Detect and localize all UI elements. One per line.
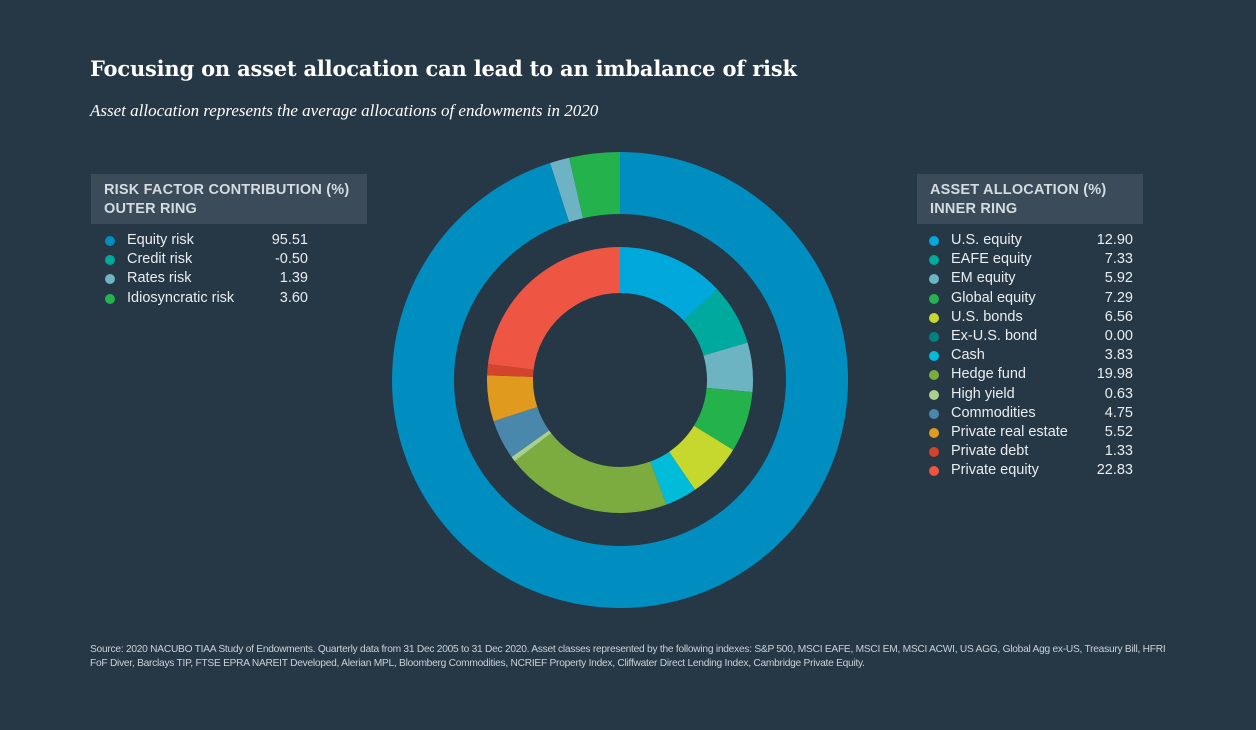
outer-ring-legend-item-equity-risk: Equity risk 95.51: [105, 231, 308, 250]
outer-ring-slice-equity-risk: [392, 152, 849, 608]
inner-ring-legend-item-eafe-equity: EAFE equity 7.33: [929, 250, 1133, 269]
legend-swatch: [929, 389, 939, 400]
inner-ring-legend-item-hedge-fund: Hedge fund 19.98: [929, 365, 1133, 384]
inner-ring-slice-private-equity: [487, 247, 620, 370]
legend-swatch: [929, 466, 939, 477]
donut-chart: [392, 152, 849, 608]
legend-value: 7.29: [1104, 289, 1133, 306]
legend-label: EAFE equity: [951, 251, 1032, 268]
legend-value: -0.50: [274, 251, 308, 268]
legend-swatch: [929, 274, 939, 285]
legend-value: 12.90: [1096, 232, 1133, 248]
legend-value: 0.00: [1104, 327, 1133, 344]
legend-swatch: [929, 408, 939, 419]
inner-ring-legend-item-private-real-estate: Private real estate 5.52: [929, 423, 1133, 442]
legend-label: Private equity: [951, 462, 1039, 479]
outer-ring-slice-rates-risk: [550, 157, 583, 223]
legend-label: Cash: [951, 347, 985, 364]
legend-label: EM equity: [951, 270, 1016, 287]
inner-ring-slice-eafe-equity: [683, 289, 748, 356]
chart-title: Focusing on asset allocation can lead to…: [90, 56, 797, 81]
legend-swatch: [105, 274, 115, 285]
inner-ring-slice-u-s-bonds: [669, 425, 734, 490]
inner-ring-legend-heading-line2: INNER RING: [930, 201, 1018, 217]
legend-label: Equity risk: [127, 232, 194, 248]
outer-ring-legend-heading-line2: OUTER RING: [104, 201, 198, 217]
legend-value: 0.63: [1104, 385, 1133, 402]
legend-label: Global equity: [951, 289, 1036, 306]
legend-swatch: [929, 427, 939, 438]
legend-swatch: [105, 293, 115, 304]
legend-swatch: [929, 293, 939, 304]
legend-label: Private real estate: [951, 423, 1068, 440]
legend-swatch: [105, 255, 115, 266]
inner-ring-legend-item-u-s-equity: U.S. equity 12.90: [929, 231, 1133, 250]
inner-ring-legend: U.S. equity 12.90 EAFE equity 7.33 EM equity…: [929, 231, 1133, 480]
inner-ring-legend-item-u-s-bonds: U.S. bonds 6.56: [929, 308, 1133, 327]
inner-ring-legend-heading: ASSET ALLOCATION (%) INNER RING: [917, 174, 1143, 224]
inner-ring-legend-item-private-debt: Private debt 1.33: [929, 442, 1133, 461]
chart-subtitle: Asset allocation represents the average …: [90, 101, 599, 120]
legend-value: 3.60: [279, 289, 308, 306]
legend-value: 5.52: [1104, 423, 1133, 440]
legend-value: 3.83: [1104, 347, 1133, 364]
outer-ring-legend-item-rates-risk: Rates risk 1.39: [105, 269, 308, 288]
legend-value: 5.92: [1104, 270, 1133, 287]
legend-label: Ex-U.S. bond: [951, 327, 1038, 344]
inner-ring-slice-hedge-fund: [514, 433, 667, 513]
inner-ring-legend-heading-line1: ASSET ALLOCATION (%): [930, 182, 1107, 198]
source-note: Source: 2020 NACUBO TIAA Study of Endowm…: [90, 644, 1166, 669]
legend-swatch: [929, 312, 939, 323]
inner-ring-legend-item-high-yield: High yield 0.63: [929, 385, 1133, 404]
legend-value: 95.51: [271, 232, 308, 248]
legend-label: Idiosyncratic risk: [127, 289, 235, 306]
inner-ring-legend-item-commodities: Commodities 4.75: [929, 404, 1133, 423]
inner-ring-legend-item-em-equity: EM equity 5.92: [929, 269, 1133, 288]
outer-ring-legend-heading: RISK FACTOR CONTRIBUTION (%) OUTER RING: [91, 174, 367, 224]
legend-value: 1.33: [1104, 443, 1133, 460]
inner-ring-legend-item-private-equity: Private equity 22.83: [929, 461, 1133, 480]
inner-ring-slice-cash: [650, 451, 696, 505]
inner-ring-legend-item-global-equity: Global equity 7.29: [929, 289, 1133, 308]
legend-value: 1.39: [279, 270, 308, 287]
inner-ring-slice-private-debt: [487, 364, 534, 377]
legend-swatch: [929, 370, 939, 381]
legend-label: U.S. bonds: [951, 308, 1023, 325]
outer-ring-slice-idiosyncratic-risk: [569, 152, 620, 219]
inner-ring-slice-em-equity: [703, 342, 754, 393]
inner-ring-slice-private-real-estate: [486, 375, 538, 422]
legend-value: 6.56: [1104, 308, 1133, 325]
inner-ring-slice-commodities: [493, 406, 550, 457]
legend-value: 22.83: [1096, 462, 1133, 479]
legend-label: High yield: [951, 385, 1015, 402]
inner-ring-slice-global-equity: [693, 387, 753, 451]
legend-label: Credit risk: [127, 251, 193, 268]
legend-label: Commodities: [951, 404, 1036, 421]
legend-value: 7.33: [1104, 251, 1133, 268]
outer-ring-legend-item-credit-risk: Credit risk -0.50: [105, 250, 308, 269]
legend-label: Private debt: [951, 443, 1029, 460]
legend-value: 19.98: [1096, 366, 1133, 383]
inner-ring-slice-high-yield: [511, 430, 552, 462]
outer-ring-legend-item-idiosyncratic-risk: Idiosyncratic risk 3.60: [105, 289, 308, 308]
legend-label: U.S. equity: [951, 232, 1022, 248]
legend-swatch: [929, 447, 939, 458]
legend-swatch: [929, 351, 939, 362]
legend-swatch: [929, 255, 939, 266]
outer-ring-legend: Equity risk 95.51 Credit risk -0.50 Rates ri…: [105, 231, 308, 308]
legend-swatch: [929, 331, 939, 342]
legend-label: Rates risk: [127, 270, 192, 287]
legend-swatch: [105, 236, 115, 246]
inner-ring-slice-u-s-equity: [620, 247, 718, 321]
legend-value: 4.75: [1104, 404, 1133, 421]
inner-ring-legend-item-ex-u-s-bond: Ex-U.S. bond 0.00: [929, 327, 1133, 346]
inner-ring-legend-item-cash: Cash 3.83: [929, 346, 1133, 365]
legend-swatch: [929, 236, 939, 246]
legend-label: Hedge fund: [951, 366, 1026, 383]
outer-ring-legend-heading-line1: RISK FACTOR CONTRIBUTION (%): [104, 182, 350, 198]
